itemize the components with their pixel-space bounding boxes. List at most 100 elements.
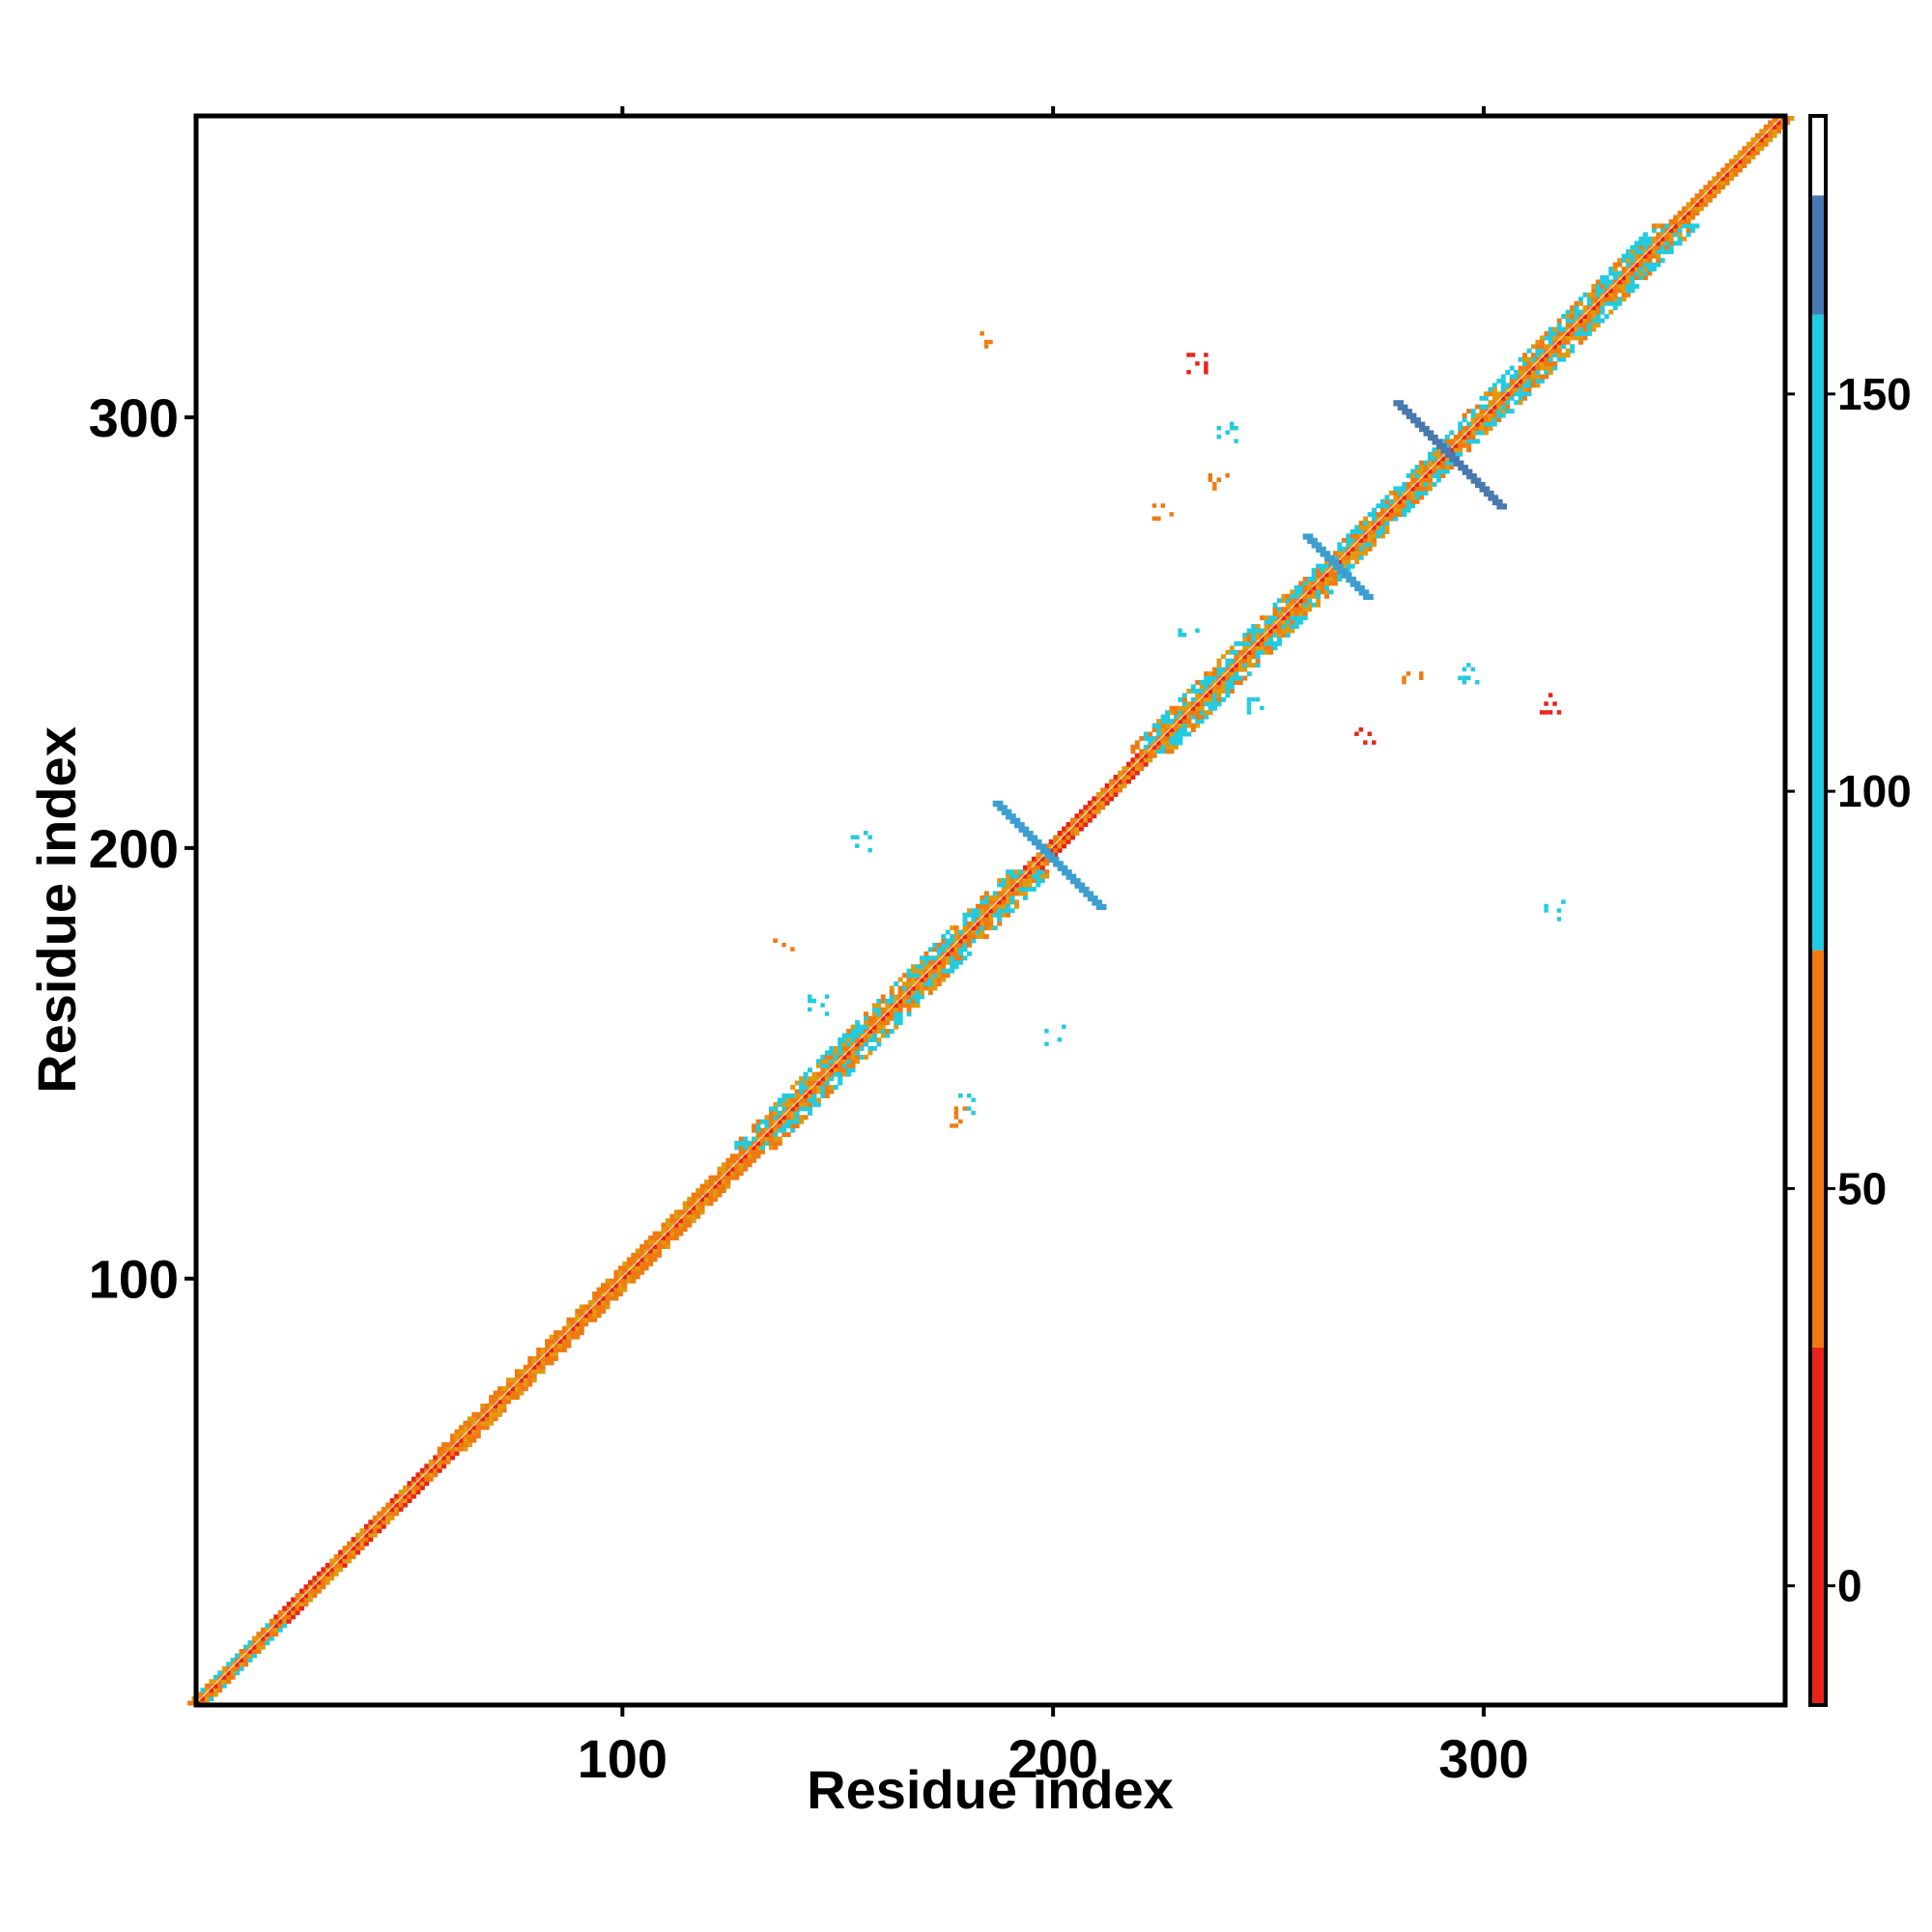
cross-cell — [1358, 589, 1365, 596]
diagonal-cell — [1006, 873, 1011, 879]
diagonal-cell — [1268, 615, 1273, 621]
diagonal-cell — [1768, 132, 1774, 138]
diagonal-cell — [1272, 645, 1278, 651]
diagonal-cell — [1118, 770, 1122, 776]
diagonal-cell — [1548, 365, 1553, 371]
diagonal-cell — [303, 1602, 309, 1606]
diagonal-cell — [764, 1119, 770, 1124]
diagonal-cell — [239, 1649, 244, 1655]
diagonal-cell — [1556, 356, 1562, 362]
contact-cell — [1204, 370, 1208, 375]
diagonal-cell — [217, 1674, 223, 1680]
diagonal-cell — [1634, 249, 1639, 255]
diagonal-cell — [902, 981, 908, 987]
diagonal-cell — [815, 1080, 821, 1086]
diagonal-cell — [794, 1089, 800, 1094]
diagonal-cell — [1367, 542, 1373, 548]
diagonal-cell — [1384, 528, 1390, 534]
diagonal-cell — [291, 1605, 297, 1611]
diagonal-cell — [936, 968, 942, 974]
contact-cell — [1363, 740, 1368, 745]
diagonal-cell — [1165, 749, 1171, 754]
diagonal-cell — [316, 1579, 322, 1585]
diagonal-cell — [1251, 645, 1257, 651]
diagonal-cell — [799, 1085, 805, 1091]
diagonal-cell — [1320, 568, 1325, 574]
diagonal-cell — [1130, 744, 1136, 750]
diagonal-cell — [269, 1635, 274, 1641]
diagonal-cell — [1556, 322, 1562, 327]
diagonal-cell — [230, 1657, 236, 1662]
diagonal-cell — [1556, 348, 1562, 354]
diagonal-cell — [747, 1162, 753, 1168]
diagonal-cell — [480, 1425, 486, 1431]
diagonal-cell — [601, 1304, 607, 1310]
diagonal-cell — [1664, 223, 1670, 229]
diagonal-cell — [1087, 809, 1093, 814]
diagonal-cell — [1160, 714, 1166, 720]
diagonal-cell — [587, 1313, 593, 1319]
diagonal-cell — [906, 977, 912, 982]
diagonal-cell — [549, 1334, 554, 1340]
diagonal-cell — [372, 1520, 378, 1525]
diagonal-cell — [601, 1283, 607, 1289]
cross-cell — [1427, 430, 1435, 437]
diagonal-cell — [824, 1067, 830, 1073]
diagonal-cell — [915, 968, 921, 974]
diagonal-cell — [1664, 236, 1670, 242]
diagonal-cell — [1630, 267, 1635, 271]
diagonal-cell — [1608, 297, 1614, 302]
diagonal-cell — [1328, 572, 1334, 578]
diagonal-cell — [1293, 589, 1299, 595]
diagonal-cell — [303, 1588, 309, 1594]
diagonal-cell — [1427, 477, 1433, 483]
diagonal-cell — [838, 1059, 843, 1065]
diagonal-cell — [1759, 146, 1765, 152]
diagonal-cell — [1544, 344, 1549, 350]
cross-cell — [1397, 400, 1405, 407]
diagonal-cell — [1729, 163, 1735, 168]
diagonal-cell — [712, 1179, 718, 1185]
diagonal-cell — [824, 1076, 830, 1082]
diagonal-cell — [846, 1037, 852, 1042]
diagonal-cell — [1358, 525, 1364, 530]
diagonal-cell — [316, 1584, 322, 1590]
diagonal-cell — [815, 1085, 821, 1091]
diagonal-cell — [381, 1515, 386, 1520]
diagonal-cell — [850, 1037, 856, 1042]
diagonal-cell — [983, 934, 989, 939]
diagonal-cell — [1358, 546, 1364, 552]
diagonal-cell — [871, 1037, 877, 1042]
diagonal-cell — [1087, 813, 1093, 819]
diagonal-cell — [1651, 249, 1657, 255]
diagonal-cell — [613, 1283, 619, 1289]
diagonal-cell — [347, 1546, 352, 1551]
diagonal-cell — [794, 1106, 800, 1112]
diagonal-cell — [876, 1037, 882, 1042]
diagonal-cell — [980, 899, 985, 905]
diagonal-cell — [838, 1041, 843, 1047]
diagonal-cell — [1668, 218, 1674, 224]
diagonal-cell — [785, 1110, 791, 1116]
diagonal-cell — [1363, 528, 1369, 534]
diagonal-cell — [687, 1205, 693, 1210]
diagonal-cell — [1656, 258, 1662, 264]
diagonal-cell — [803, 1071, 809, 1077]
diagonal-cell — [333, 1558, 339, 1564]
diagonal-cell — [927, 989, 933, 995]
diagonal-cell — [441, 1446, 447, 1452]
diagonal-cell — [983, 899, 989, 905]
diagonal-cell — [1479, 430, 1485, 436]
diagonal-cell — [1341, 559, 1347, 565]
contact-cell — [1246, 710, 1252, 715]
diagonal-cell — [1458, 430, 1463, 436]
diagonal-cell — [902, 973, 908, 979]
diagonal-cell — [251, 1653, 257, 1659]
cross-cell — [1069, 878, 1077, 885]
diagonal-cell — [549, 1351, 554, 1357]
cross-cell — [1048, 856, 1055, 864]
diagonal-cell — [1548, 353, 1553, 358]
diagonal-cell — [247, 1657, 253, 1662]
diagonal-cell — [953, 951, 959, 956]
diagonal-cell — [871, 1011, 877, 1017]
